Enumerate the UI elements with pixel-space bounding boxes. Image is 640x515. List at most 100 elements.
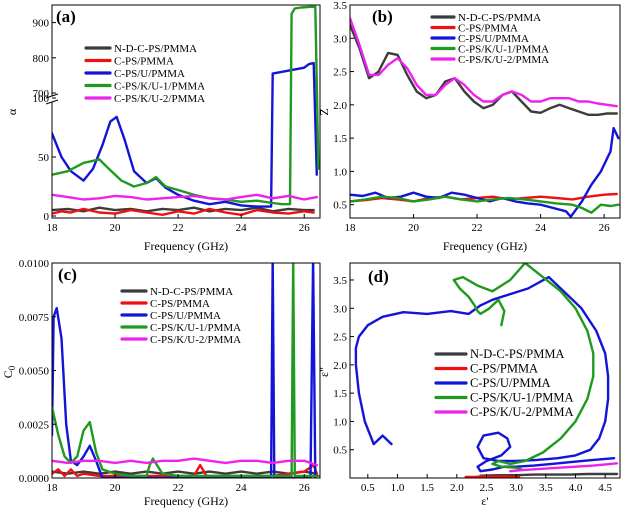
- legend-label-d: N-D-C-PS/PMMA: [470, 347, 564, 361]
- panel-label-b: (b): [372, 7, 393, 26]
- y-tick-label-a: 50: [38, 152, 50, 164]
- legend-label-a: C-PS/U/PMMA: [114, 68, 185, 80]
- legend-b: N-D-C-PS/PMMAC-PS/PMMAC-PS/U/PMMAC-PS/K/…: [430, 12, 549, 66]
- legend-label-c: C-PS/U/PMMA: [150, 310, 221, 322]
- y-tick-label-a: 100: [33, 93, 50, 105]
- legend-label-a: C-PS/K/U-1/PMMA: [114, 81, 205, 93]
- y-tick-label-d: 0.5: [333, 445, 347, 457]
- x-tick-label-c: 20: [110, 482, 122, 494]
- series-b-cps: [350, 192, 618, 203]
- x-tick-label-c: 26: [299, 482, 311, 494]
- legend-label-d: C-PS/PMMA: [470, 362, 538, 376]
- x-axis-label-b: Frequency (GHz): [443, 239, 527, 253]
- series-b-k2: [350, 17, 618, 108]
- y-tick-label-a: 0: [44, 211, 50, 223]
- series-d-cps: [464, 475, 521, 478]
- x-tick-label-d: 1.5: [420, 482, 434, 494]
- x-tick-label-b: 26: [599, 222, 611, 234]
- series-c-k1: [52, 263, 320, 478]
- y-tick-label-b: 1.5: [333, 133, 347, 145]
- y-tick-label-a: 800: [33, 53, 50, 65]
- x-tick-label-c: 24: [236, 482, 248, 494]
- panel-b: 18 20 22 24 26 0.5 1.0 1.5 2.0 2.5 3.0 3.5 (b) Fre…: [317, 0, 621, 253]
- y-tick-label-c: 0.0100: [19, 258, 50, 270]
- y-tick-label-d: 1.5: [333, 388, 347, 400]
- x-tick-label-d: 4.0: [569, 482, 583, 494]
- panel-label-a: (a): [56, 7, 76, 26]
- x-tick-label-a: 24: [236, 222, 248, 234]
- legend-d: N-D-C-PS/PMMAC-PS/PMMAC-PS/U/PMMAC-PS/K/…: [434, 347, 574, 419]
- x-tick-label-a: 20: [110, 222, 122, 234]
- x-tick-label-a: 26: [299, 222, 311, 234]
- legend-label-a: C-PS/PMMA: [114, 56, 174, 68]
- x-tick-label-b: 18: [345, 222, 357, 234]
- x-tick-label-a: 18: [47, 222, 59, 234]
- x-tick-label-b: 24: [535, 222, 547, 234]
- series-c-cps: [52, 463, 318, 478]
- y-tick-label-b: 0.5: [333, 200, 347, 212]
- legend-label-c: C-PS/K/U-2/PMMA: [150, 334, 241, 346]
- plot-frame-d: [349, 262, 621, 479]
- legend-label-d: C-PS/K/U-1/PMMA: [470, 391, 574, 405]
- series-d-cpsu: [354, 275, 616, 473]
- x-axis-label-d: ε': [481, 494, 488, 508]
- x-tick-label-c: 22: [173, 482, 184, 494]
- series-c-ndc: [52, 470, 318, 475]
- series-d-k2: [509, 462, 619, 473]
- x-tick-label-d: 4.5: [598, 482, 612, 494]
- axis-break-mark-a2: [45, 99, 59, 105]
- y-tick-label-d: 3.5: [333, 275, 347, 287]
- panel-d: 0.5 1.0 1.5 2.0 2.5 3.0 3.5 4.0 4.5 0.5 1.0 1.5 2.0…: [317, 262, 621, 508]
- legend-a: N-D-C-PS/PMMAC-PS/PMMAC-PS/U/PMMAC-PS/K/…: [84, 43, 205, 105]
- y-tick-label-d: 2.0: [333, 360, 347, 372]
- y-axis-label-b: Z: [317, 108, 331, 115]
- y-tick-label-d: 1.0: [333, 416, 347, 428]
- y-tick-label-b: 2.5: [333, 67, 347, 79]
- x-axis-label-a: Frequency (GHz): [144, 239, 228, 253]
- x-tick-label-d: 3.0: [509, 482, 523, 494]
- y-tick-label-d: 3.0: [333, 303, 347, 315]
- y-tick-label-b: 1.0: [333, 166, 347, 178]
- axis-break-gap-a: [46, 96, 58, 102]
- legend-label-b: C-PS/K/U-1/PMMA: [458, 44, 549, 56]
- legend-label-d: C-PS/U/PMMA: [470, 376, 551, 390]
- y-tick-label-c: 0.0000: [19, 473, 50, 485]
- plot-frame-b: [349, 4, 621, 219]
- x-tick-label-c: 18: [47, 482, 59, 494]
- series-c-k2: [52, 457, 318, 467]
- legend-label-b: N-D-C-PS/PMMA: [458, 12, 541, 24]
- series-a-cpsu: [52, 61, 318, 208]
- legend-c: N-D-C-PS/PMMAC-PS/PMMAC-PS/U/PMMAC-PS/K/…: [120, 286, 241, 346]
- y-axis-label-d: ε": [317, 367, 331, 377]
- legend-label-b: C-PS/K/U-2/PMMA: [458, 54, 549, 66]
- series-b-ndc: [350, 23, 618, 117]
- series-d-ndc: [479, 472, 619, 477]
- y-axis-label-c: C0: [1, 365, 17, 378]
- y-tick-label-a: 700: [33, 88, 50, 100]
- legend-label-a: C-PS/K/U-2/PMMA: [114, 93, 205, 105]
- series-b-cpsu: [350, 126, 620, 218]
- y-tick-label-d: 2.5: [333, 332, 347, 344]
- plot-frame-a: [51, 4, 321, 219]
- x-tick-label-d: 2.5: [480, 482, 494, 494]
- x-tick-label-d: 3.5: [539, 482, 553, 494]
- series-a-ndc: [52, 206, 315, 213]
- x-axis-label-c: Frequency (GHz): [144, 494, 228, 508]
- x-tick-label-b: 20: [408, 222, 420, 234]
- legend-label-b: C-PS/U/PMMA: [458, 33, 529, 45]
- y-axis-label-a: α: [5, 108, 19, 115]
- y-tick-label-c: 0.0025: [19, 419, 50, 431]
- y-tick-label-b: 2.0: [333, 100, 347, 112]
- y-tick-label-a: 900: [33, 18, 50, 30]
- y-tick-label-c: 0.0075: [19, 312, 50, 324]
- panel-c: 18 20 22 24 26 0.0000 0.0025 0.0050 0.0075 0.010…: [1, 258, 321, 508]
- series-b-k1: [350, 195, 620, 214]
- series-a-k1: [52, 5, 320, 206]
- series-a-cps: [52, 207, 315, 217]
- series-a-k2: [52, 193, 318, 201]
- series-c-cpsu: [52, 263, 317, 478]
- x-tick-label-d: 1.0: [391, 482, 405, 494]
- y-tick-label-b: 3.5: [333, 0, 347, 12]
